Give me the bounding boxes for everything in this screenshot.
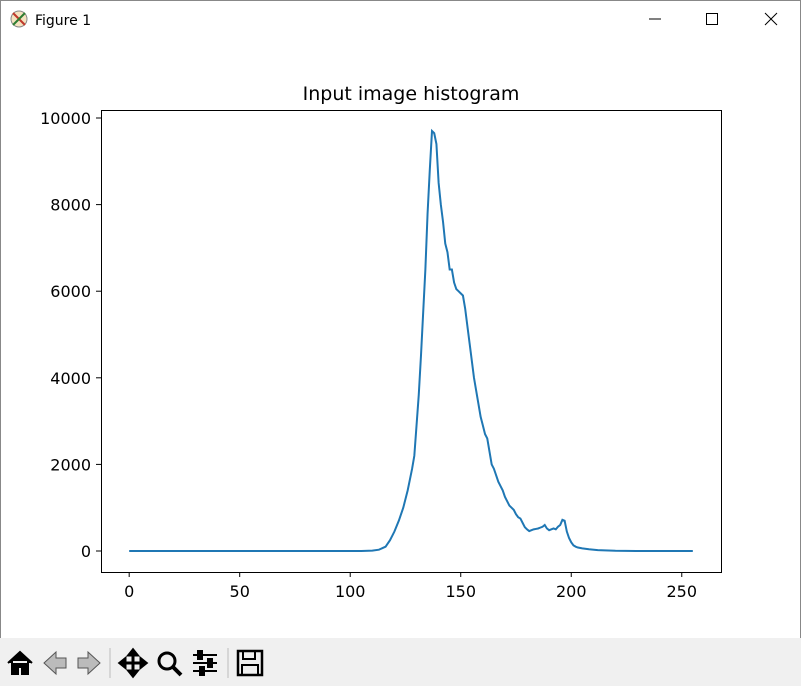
plot: 0 50 100 150 200 250 0 2000 4000 6000 8000 10000 xyxy=(40,109,722,601)
x-tick-label: 200 xyxy=(556,582,587,601)
forward-button[interactable] xyxy=(77,650,101,676)
x-tick-label: 100 xyxy=(335,582,366,601)
window-title: Figure 1 xyxy=(35,13,91,29)
zoom-button[interactable] xyxy=(157,651,183,677)
save-button[interactable] xyxy=(236,649,264,677)
app-icon xyxy=(10,10,28,28)
data-line xyxy=(129,128,693,552)
pan-button[interactable] xyxy=(117,647,149,679)
configure-button[interactable] xyxy=(193,650,217,676)
maximize-button[interactable] xyxy=(706,13,718,25)
y-tick-label: 2000 xyxy=(50,455,91,474)
y-tick-label: 4000 xyxy=(50,369,91,388)
x-tick-label: 250 xyxy=(666,582,697,601)
x-tick-label: 150 xyxy=(445,582,476,601)
x-tick-label: 0 xyxy=(124,582,134,601)
y-tick-label: 10000 xyxy=(40,109,91,128)
home-button[interactable] xyxy=(7,650,33,675)
y-tick-label: 0 xyxy=(81,542,91,561)
y-tick-label: 8000 xyxy=(50,196,91,215)
close-button[interactable] xyxy=(764,12,778,26)
plot-frame xyxy=(101,110,722,573)
y-tick-label: 6000 xyxy=(50,282,91,301)
x-tick-label: 50 xyxy=(230,582,250,601)
chart-title: Input image histogram xyxy=(303,83,520,105)
back-button[interactable] xyxy=(43,650,67,676)
